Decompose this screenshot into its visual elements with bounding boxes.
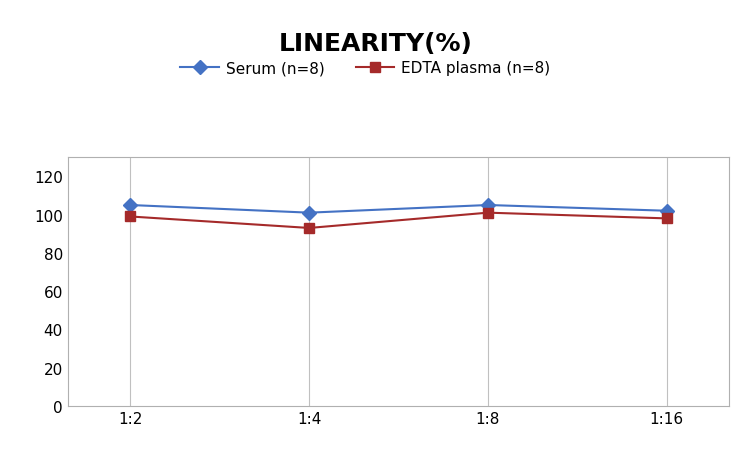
Serum (n=8) bbox=[305, 211, 314, 216]
Serum (n=8) bbox=[663, 208, 672, 214]
Serum (n=8) bbox=[484, 203, 493, 208]
EDTA plasma (n=8) bbox=[305, 226, 314, 231]
EDTA plasma (n=8) bbox=[484, 211, 493, 216]
Legend: Serum (n=8), EDTA plasma (n=8): Serum (n=8), EDTA plasma (n=8) bbox=[180, 61, 550, 76]
Text: LINEARITY(%): LINEARITY(%) bbox=[279, 32, 473, 55]
Serum (n=8) bbox=[126, 203, 135, 208]
Line: EDTA plasma (n=8): EDTA plasma (n=8) bbox=[126, 208, 672, 233]
EDTA plasma (n=8) bbox=[663, 216, 672, 221]
EDTA plasma (n=8) bbox=[126, 214, 135, 220]
Line: Serum (n=8): Serum (n=8) bbox=[126, 201, 672, 218]
